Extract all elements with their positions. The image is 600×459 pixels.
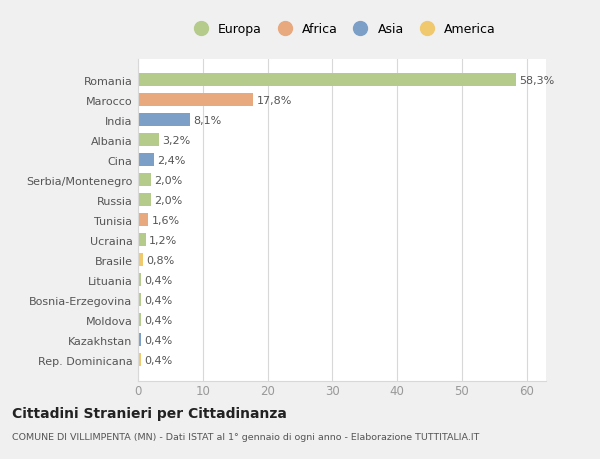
Text: COMUNE DI VILLIMPENTA (MN) - Dati ISTAT al 1° gennaio di ogni anno - Elaborazion: COMUNE DI VILLIMPENTA (MN) - Dati ISTAT … (12, 432, 479, 442)
Bar (138, 154, 154, 167)
Text: 0,4%: 0,4% (144, 355, 172, 365)
Bar (138, 134, 159, 147)
Bar (138, 174, 151, 187)
Text: 17,8%: 17,8% (257, 96, 292, 106)
Bar (138, 353, 140, 366)
Text: 0,8%: 0,8% (146, 255, 175, 265)
Text: 2,4%: 2,4% (157, 156, 185, 166)
Bar (138, 194, 151, 207)
Text: 0,4%: 0,4% (144, 315, 172, 325)
Bar (138, 114, 190, 127)
Bar (138, 334, 140, 347)
Bar (138, 74, 515, 87)
Bar (138, 313, 140, 326)
Bar (138, 294, 140, 307)
Text: 0,4%: 0,4% (144, 295, 172, 305)
Text: 0,4%: 0,4% (144, 335, 172, 345)
Bar (138, 214, 148, 227)
Bar (138, 274, 140, 286)
Text: Cittadini Stranieri per Cittadinanza: Cittadini Stranieri per Cittadinanza (12, 406, 287, 420)
Bar (138, 94, 253, 107)
Text: 1,6%: 1,6% (152, 215, 180, 225)
Text: 58,3%: 58,3% (519, 76, 554, 86)
Text: 0,4%: 0,4% (144, 275, 172, 285)
Legend: Europa, Africa, Asia, America: Europa, Africa, Asia, America (185, 21, 499, 39)
Bar (138, 234, 146, 247)
Bar (138, 254, 143, 267)
Text: 8,1%: 8,1% (194, 116, 222, 126)
Text: 1,2%: 1,2% (149, 235, 177, 245)
Text: 2,0%: 2,0% (154, 196, 182, 205)
Text: 2,0%: 2,0% (154, 175, 182, 185)
Text: 3,2%: 3,2% (162, 135, 190, 146)
